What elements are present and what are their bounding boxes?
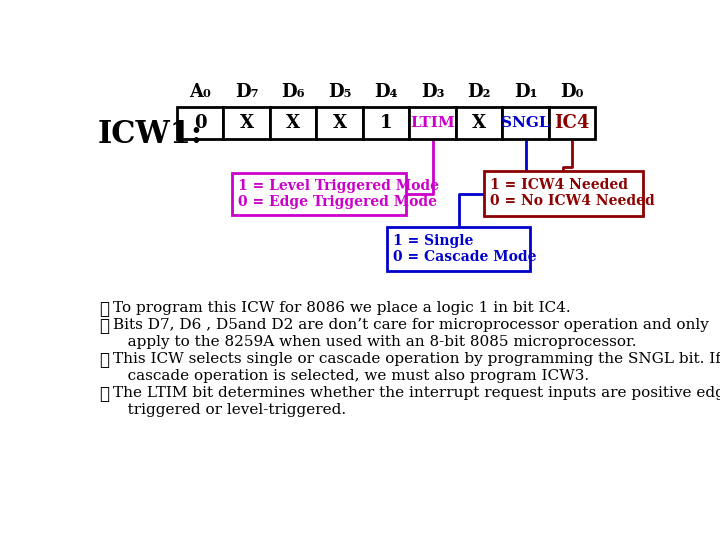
Bar — [503, 107, 549, 139]
Text: X: X — [286, 114, 300, 132]
Text: The LTIM bit determines whether the interrupt request inputs are positive edge: The LTIM bit determines whether the inte… — [113, 386, 720, 400]
Text: A₀: A₀ — [189, 83, 211, 101]
Bar — [456, 107, 503, 139]
Text: D₄: D₄ — [374, 83, 397, 101]
Text: This ICW selects single or cascade operation by programming the SNGL bit. If: This ICW selects single or cascade opera… — [113, 352, 720, 366]
Text: apply to the 8259A when used with an 8-bit 8085 microprocessor.: apply to the 8259A when used with an 8-b… — [113, 335, 636, 349]
Text: To program this ICW for 8086 we place a logic 1 in bit IC4.: To program this ICW for 8086 we place a … — [113, 301, 571, 315]
Text: 1: 1 — [380, 114, 392, 132]
Bar — [484, 171, 642, 215]
Text: cascade operation is selected, we must also program ICW3.: cascade operation is selected, we must a… — [113, 369, 590, 383]
Text: ❖: ❖ — [99, 386, 109, 403]
Text: D₀: D₀ — [560, 83, 584, 101]
Text: 1 = Level Triggered Mode
0 = Edge Triggered Mode: 1 = Level Triggered Mode 0 = Edge Trigge… — [238, 179, 439, 209]
Text: X: X — [240, 114, 253, 132]
Text: X: X — [472, 114, 486, 132]
Text: 0: 0 — [194, 114, 207, 132]
Text: IC4: IC4 — [554, 114, 590, 132]
Bar — [409, 107, 456, 139]
Text: Bits D7, D6 , D5and D2 are don’t care for microprocessor operation and only: Bits D7, D6 , D5and D2 are don’t care fo… — [113, 318, 709, 332]
Text: ❖: ❖ — [99, 352, 109, 369]
Bar — [549, 107, 595, 139]
Bar — [177, 107, 223, 139]
Text: D₇: D₇ — [235, 83, 258, 101]
Text: triggered or level-triggered.: triggered or level-triggered. — [113, 403, 346, 417]
Bar — [387, 226, 530, 271]
Text: 1 = Single
0 = Cascade Mode: 1 = Single 0 = Cascade Mode — [393, 234, 536, 264]
Bar — [270, 107, 316, 139]
Text: D₁: D₁ — [514, 83, 537, 101]
Text: ❖: ❖ — [99, 301, 109, 318]
Text: D₆: D₆ — [282, 83, 305, 101]
Bar — [363, 107, 409, 139]
Bar — [223, 107, 270, 139]
Text: 1 = ICW4 Needed
0 = No ICW4 Needed: 1 = ICW4 Needed 0 = No ICW4 Needed — [490, 178, 654, 208]
Text: X: X — [333, 114, 346, 132]
Text: SNGL: SNGL — [501, 116, 550, 130]
Bar — [316, 107, 363, 139]
Text: D₂: D₂ — [467, 83, 491, 101]
Text: LTIM: LTIM — [410, 116, 455, 130]
Bar — [232, 173, 406, 215]
Text: ❖: ❖ — [99, 318, 109, 335]
Text: D₅: D₅ — [328, 83, 351, 101]
Text: D₃: D₃ — [420, 83, 444, 101]
Text: ICW1:: ICW1: — [98, 119, 203, 150]
